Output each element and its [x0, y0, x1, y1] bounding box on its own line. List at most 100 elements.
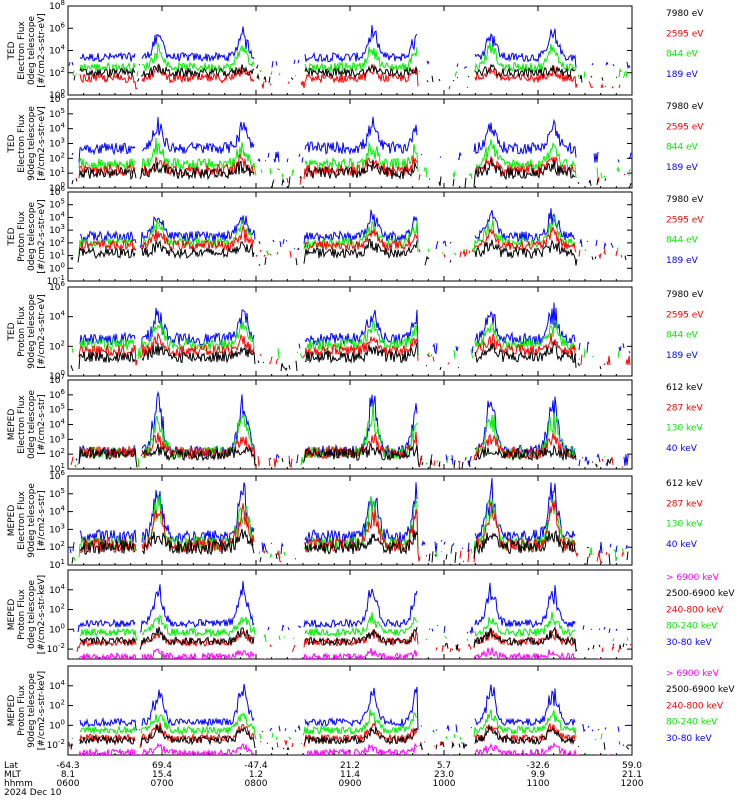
footer-mlt-value: 15.4 [152, 770, 172, 780]
y-tick-label: 102 [49, 339, 65, 352]
legend-entry: 30-80 keV [666, 638, 712, 648]
y-tick-label: 104 [49, 122, 65, 135]
legend-entry: 7980 eV [666, 195, 704, 205]
footer-hhmm-value: 0900 [339, 779, 362, 789]
y-tick-label: 100 [49, 369, 65, 382]
y-tick-label: 10-2 [47, 738, 65, 751]
y-tick-label: 106 [49, 92, 65, 105]
footer-hhmm-value: 0800 [245, 779, 268, 789]
y-tick-label: 104 [49, 418, 65, 431]
y-tick-label: 100 [49, 261, 65, 274]
footer-hhmm-value: 1100 [527, 779, 550, 789]
panel-traces [71, 208, 630, 266]
legend-entry: 189 eV [666, 70, 699, 80]
legend-entry: 2500-6900 keV [666, 685, 735, 695]
legend-entry: 2500-6900 keV [666, 589, 735, 599]
series-trace-green [74, 495, 630, 561]
panel-traces [71, 302, 631, 372]
legend-entry: 7980 eV [666, 290, 704, 300]
legend-entry: 40 keV [666, 444, 698, 454]
y-tick-label: 106 [49, 280, 65, 293]
y-tick-label: 100 [49, 181, 65, 194]
legend-entry: 240-800 keV [666, 605, 724, 615]
y-tick-label: 101 [49, 462, 65, 475]
y-tick-label: 104 [49, 44, 65, 57]
footer-lat-value: 21.2 [340, 761, 360, 771]
y-tick-label: 100 [49, 718, 65, 731]
y-tick-label: 106 [49, 185, 65, 198]
legend-entry: > 6900 keV [666, 573, 720, 583]
legend-entry: 287 keV [666, 499, 703, 509]
legend-entry: 844 eV [666, 331, 699, 341]
footer-mlt-value: 21.1 [622, 770, 642, 780]
y-tick-label: 106 [49, 21, 65, 34]
y-tick-label: 100 [49, 622, 65, 635]
panel-traces [68, 25, 631, 89]
series-trace-blue [71, 116, 632, 163]
y-tick-label: 106 [49, 469, 65, 482]
y-tick-label: 103 [49, 223, 65, 236]
footer-lat-value: 5.7 [437, 761, 451, 771]
y-tick-label: 107 [49, 373, 65, 386]
y-tick-label: 102 [49, 447, 65, 460]
footer-mlt-value: 23.0 [434, 770, 454, 780]
legend-entry: 30-80 keV [666, 734, 712, 744]
series-trace-black [79, 625, 628, 653]
legend-entry: 130 keV [666, 520, 703, 530]
panel-frame [67, 5, 633, 96]
series-trace-green [71, 320, 631, 360]
y-tick-label: 108 [49, 0, 65, 12]
y-axis-label: TEDElectron Flux90deg telescope[#/cm2-s-… [7, 106, 47, 181]
footer-mlt-value: 8.1 [61, 770, 75, 780]
legend-entry: 130 keV [666, 424, 703, 434]
legend-entry: 2595 eV [666, 310, 704, 320]
y-tick-label: 103 [49, 522, 65, 535]
y-tick-label: 103 [49, 432, 65, 445]
y-axis-label: TEDProton Flux0deg telescope[#/cm2-s-str… [7, 199, 47, 274]
panel-traces [68, 684, 630, 755]
y-tick-label: 104 [49, 583, 65, 596]
y-axis-label: TEDElectron Flux0deg telescope[#/cm2-s-s… [7, 13, 47, 88]
legend-entry: 240-800 keV [666, 701, 724, 711]
footer-row-label: hhmm [4, 779, 33, 789]
legend-entry: 612 keV [666, 479, 703, 489]
series-trace-red [78, 331, 631, 366]
legend-entry: 189 eV [666, 351, 699, 361]
y-tick-label: 104 [49, 679, 65, 692]
y-tick-label: 100 [49, 88, 65, 101]
footer-mlt-value: 11.4 [340, 770, 360, 780]
footer-hhmm-value: 1000 [433, 779, 456, 789]
y-tick-label: 104 [49, 210, 65, 223]
y-tick-label: 101 [49, 166, 65, 179]
panel-traces [71, 116, 632, 188]
footer-lat-value: -47.4 [244, 761, 268, 771]
legend-entry: 2595 eV [666, 215, 704, 225]
y-axis-label: MEPEDProton Flux90deg telescope[#/cm2-s-… [7, 671, 47, 750]
legend-entry: 189 eV [666, 163, 699, 173]
series-trace-red [68, 721, 621, 748]
y-axis-label: MEPEDProton Flux0deg telescope[#/cm2-s-s… [7, 575, 47, 654]
y-tick-label: 104 [49, 505, 65, 518]
legend-entry: 40 keV [666, 540, 698, 550]
y-tick-label: 10-1 [47, 274, 65, 287]
footer-row-label: MLT [4, 770, 22, 780]
series-trace-blue [80, 684, 630, 732]
y-axis-label: MEPEDElectron Flux90deg telescope[#/cm2-… [7, 483, 47, 558]
legend-entry: 2595 eV [666, 29, 704, 39]
legend-entry: 80-240 keV [666, 718, 718, 728]
series-trace-red [80, 226, 628, 257]
series-trace-blue [68, 25, 631, 70]
y-axis-label: MEPEDElectron Flux0deg telescope[#/cm2-s… [7, 390, 47, 460]
series-trace-magenta [71, 648, 631, 660]
footer-hhmm-value: 0600 [57, 779, 80, 789]
y-tick-label: 102 [49, 603, 65, 616]
y-tick-label: 101 [49, 558, 65, 571]
footer-lat-value: -64.3 [56, 761, 79, 771]
series-trace-magenta [78, 743, 630, 755]
y-tick-label: 102 [49, 699, 65, 712]
